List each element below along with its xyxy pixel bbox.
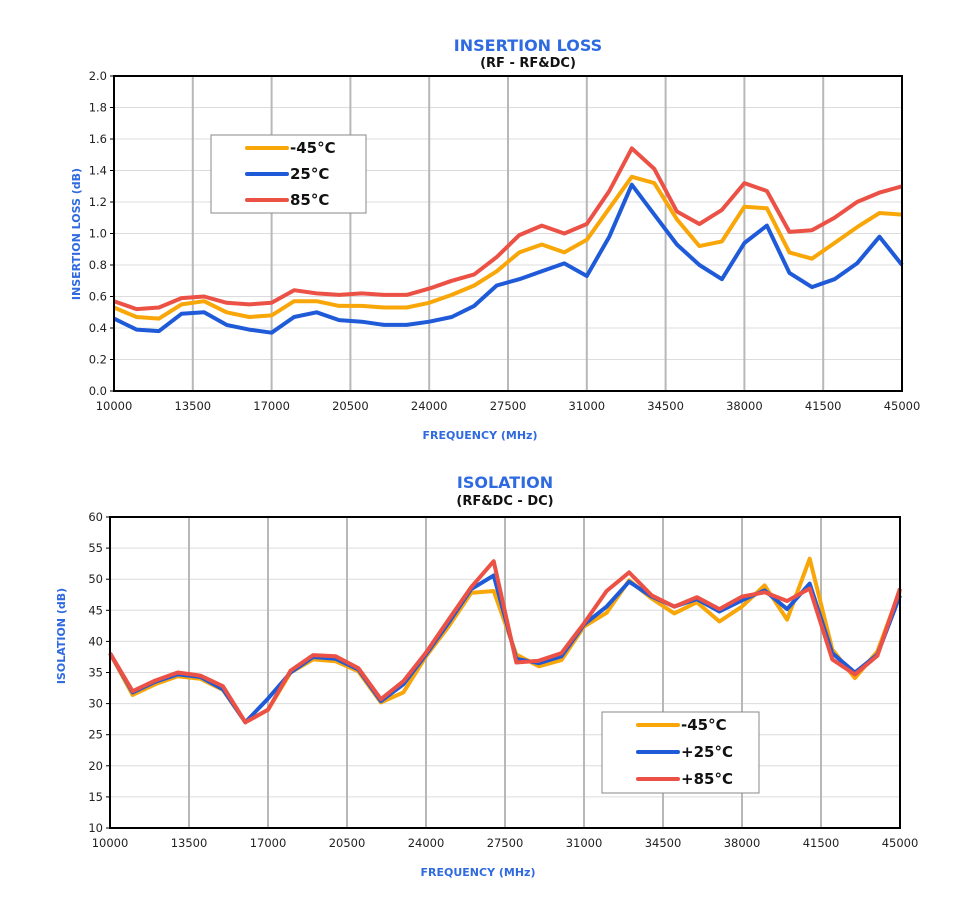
legend-label: -45°C	[290, 139, 336, 157]
series-line-minus45	[113, 174, 903, 321]
legend-label: +25°C	[681, 743, 733, 761]
x-tick-label: 10000	[96, 399, 133, 413]
y-tick-label: 1.4	[89, 164, 107, 178]
legend-label: +85°C	[681, 770, 733, 788]
x-tick-label: 41500	[805, 399, 842, 413]
x-tick-label: 17000	[250, 836, 287, 850]
y-axis-label: INSERTION LOSS (dB)	[70, 168, 83, 300]
x-tick-label: 24000	[411, 399, 448, 413]
chart-title: ISOLATION	[457, 473, 553, 492]
x-tick-label: 27500	[490, 399, 527, 413]
chart-subtitle: (RF&DC - DC)	[456, 494, 553, 509]
y-tick-label: 0.8	[89, 258, 107, 272]
x-tick-label: 24000	[408, 836, 445, 850]
y-tick-label: 60	[88, 510, 103, 524]
x-tick-label: 13500	[175, 399, 212, 413]
y-tick-label: 0.6	[89, 290, 107, 304]
x-tick-label: 31000	[566, 836, 603, 850]
series-line-85	[108, 559, 902, 725]
x-tick-label: 13500	[171, 836, 208, 850]
y-tick-label: 40	[88, 634, 103, 648]
legend-label: 85°C	[290, 191, 329, 209]
legend: -45°C 25°C 85°C	[210, 134, 367, 214]
x-tick-label: 34500	[645, 836, 682, 850]
y-tick-label: 30	[88, 697, 103, 711]
y-tick-label: 0.2	[89, 353, 107, 367]
legend-label: -45°C	[681, 716, 727, 734]
y-tick-label: 15	[88, 790, 103, 804]
x-tick-label: 38000	[724, 836, 761, 850]
legend: -45°C +25°C +85°C	[601, 711, 760, 794]
y-axis-label: ISOLATION (dB)	[55, 588, 68, 684]
insertion-loss-chart: INSERTION LOSS (RF - RF&DC) FREQUENCY (M…	[70, 36, 920, 442]
isolation-chart: ISOLATION (RF&DC - DC) FREQUENCY (MHz) I…	[55, 473, 918, 879]
x-tick-label: 20500	[332, 399, 369, 413]
legend-label: 25°C	[290, 165, 329, 183]
y-tick-label: 1.0	[89, 227, 107, 241]
x-tick-label: 38000	[726, 399, 763, 413]
x-tick-label: 20500	[329, 836, 366, 850]
chart-subtitle: (RF - RF&DC)	[480, 56, 576, 71]
x-tick-label: 45000	[884, 399, 921, 413]
y-tick-label: 2.0	[89, 69, 107, 83]
y-tick-label: 45	[88, 603, 103, 617]
y-tick-label: 50	[88, 572, 103, 586]
series-line-25	[113, 182, 904, 335]
x-tick-label: 17000	[253, 399, 290, 413]
y-tick-label: 1.8	[89, 101, 107, 115]
plot-frame	[109, 516, 901, 829]
y-tick-label: 35	[88, 666, 103, 680]
chart-title: INSERTION LOSS	[454, 36, 602, 55]
legend-box	[601, 711, 760, 794]
y-tick-label: 0.4	[89, 321, 107, 335]
x-tick-label: 41500	[803, 836, 840, 850]
x-tick-label: 34500	[647, 399, 684, 413]
x-tick-label: 10000	[92, 836, 129, 850]
y-tick-label: 25	[88, 728, 103, 742]
x-tick-label: 31000	[569, 399, 606, 413]
x-tick-label: 45000	[882, 836, 919, 850]
x-axis-label: FREQUENCY (MHz)	[423, 429, 538, 442]
y-tick-label: 1.2	[89, 195, 107, 209]
series-line-85	[113, 146, 903, 312]
y-tick-label: 55	[88, 541, 103, 555]
y-tick-label: 0.0	[89, 384, 107, 398]
x-axis-label: FREQUENCY (MHz)	[421, 866, 536, 879]
plot-frame	[113, 75, 903, 392]
y-tick-label: 20	[88, 759, 103, 773]
y-tick-label: 1.6	[89, 132, 107, 146]
y-tick-label: 10	[88, 821, 103, 835]
x-tick-label: 27500	[487, 836, 524, 850]
